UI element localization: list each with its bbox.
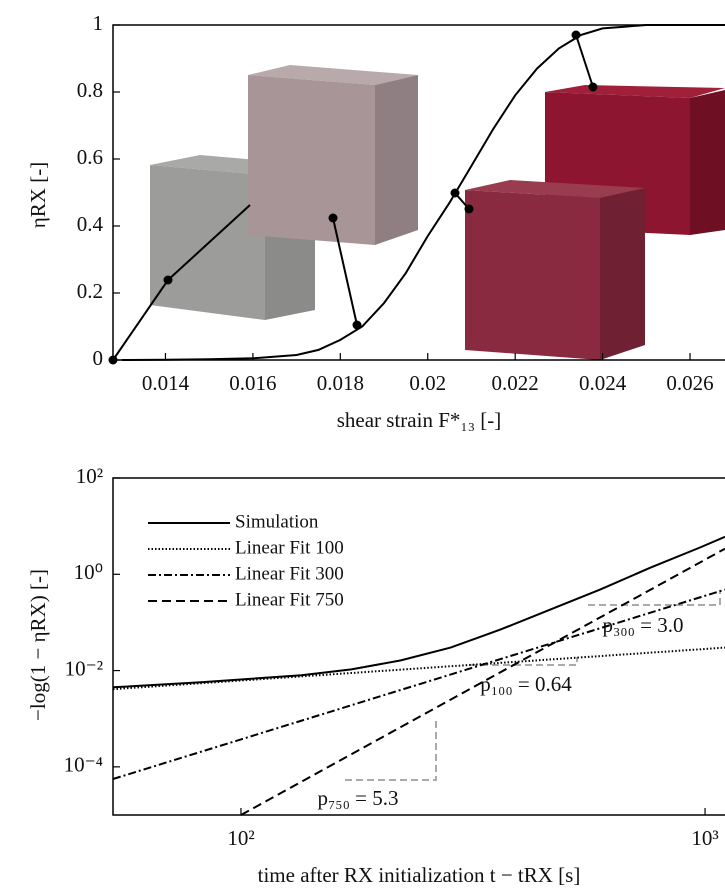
y-tick-label: 0.8: [77, 78, 103, 102]
y-tick-label: 10⁻⁴: [64, 753, 103, 777]
x-tick-label: 0.018: [317, 371, 364, 395]
y-tick-label: 0.4: [77, 212, 104, 236]
x-tick-label: 0.022: [492, 371, 539, 395]
y-tick-label: 1: [93, 11, 104, 35]
y-tick-label: 10⁻²: [65, 656, 103, 680]
cube-illustrations: [150, 65, 725, 360]
y-axis-label: ηRX [-]: [26, 162, 50, 228]
x-axis-label: time after RX initialization t − tRX [s]: [258, 863, 581, 887]
axis-frame: [113, 478, 725, 815]
y-tick-label: 0.2: [77, 279, 103, 303]
x-tick-label: 0.02: [409, 371, 446, 395]
x-tick-label: 10²: [227, 826, 254, 850]
data-line: [113, 648, 725, 690]
data-line: [113, 590, 725, 779]
x-tick-label: 0.016: [229, 371, 276, 395]
y-tick-label: 0: [93, 346, 104, 370]
legend-label: Linear Fit 100: [235, 537, 344, 558]
x-tick-label: 0.014: [142, 371, 190, 395]
y-tick-label: 10²: [76, 464, 103, 488]
annotation: p₃₀₀ = 3.0: [602, 613, 683, 637]
x-tick-label: 10³: [691, 826, 718, 850]
x-tick-label: 0.026: [666, 371, 713, 395]
annotation: p₇₅₀ = 5.3: [317, 786, 398, 810]
y-axis-label: −log(1 − ηRX) [-]: [26, 569, 50, 721]
y-tick-label: 0.6: [77, 145, 103, 169]
legend-label: Simulation: [235, 511, 319, 532]
legend-label: Linear Fit 300: [235, 563, 344, 584]
y-tick-label: 10⁰: [74, 560, 103, 584]
figure: ηRX [-] shear strain F*₁₃ [-] −log(1 − η…: [0, 0, 725, 890]
x-axis-label: shear strain F*₁₃ [-]: [337, 408, 502, 432]
legend-label: Linear Fit 750: [235, 589, 344, 610]
x-tick-label: 0.024: [579, 371, 627, 395]
